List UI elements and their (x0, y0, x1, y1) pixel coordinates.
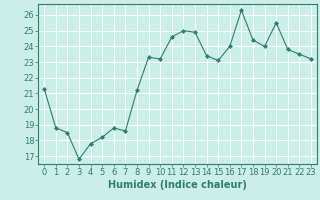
X-axis label: Humidex (Indice chaleur): Humidex (Indice chaleur) (108, 180, 247, 190)
